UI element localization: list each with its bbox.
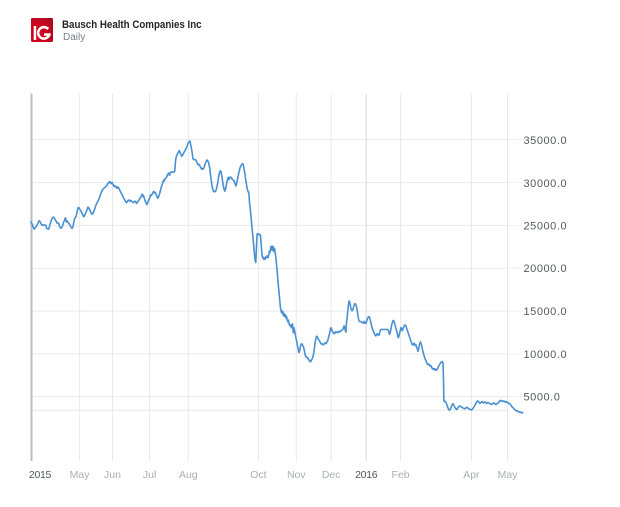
svg-text:Aug: Aug	[179, 469, 198, 481]
svg-text:35000.0: 35000.0	[524, 135, 568, 147]
svg-text:Jun: Jun	[104, 469, 121, 481]
svg-text:Oct: Oct	[250, 469, 266, 481]
svg-text:15000.0: 15000.0	[524, 306, 568, 318]
svg-text:Jul: Jul	[143, 469, 156, 481]
svg-text:10000.0: 10000.0	[524, 349, 568, 361]
svg-text:30000.0: 30000.0	[524, 178, 568, 190]
svg-text:May: May	[498, 469, 519, 481]
svg-text:20000.0: 20000.0	[524, 263, 568, 275]
svg-text:2016: 2016	[355, 469, 378, 481]
svg-text:Dec: Dec	[322, 469, 341, 481]
svg-text:Nov: Nov	[287, 469, 306, 481]
svg-text:Apr: Apr	[463, 469, 480, 481]
svg-text:25000.0: 25000.0	[524, 220, 568, 232]
svg-text:5000.0: 5000.0	[524, 392, 561, 404]
svg-text:2015: 2015	[29, 469, 52, 481]
svg-text:Feb: Feb	[392, 469, 410, 481]
svg-text:May: May	[70, 469, 91, 481]
